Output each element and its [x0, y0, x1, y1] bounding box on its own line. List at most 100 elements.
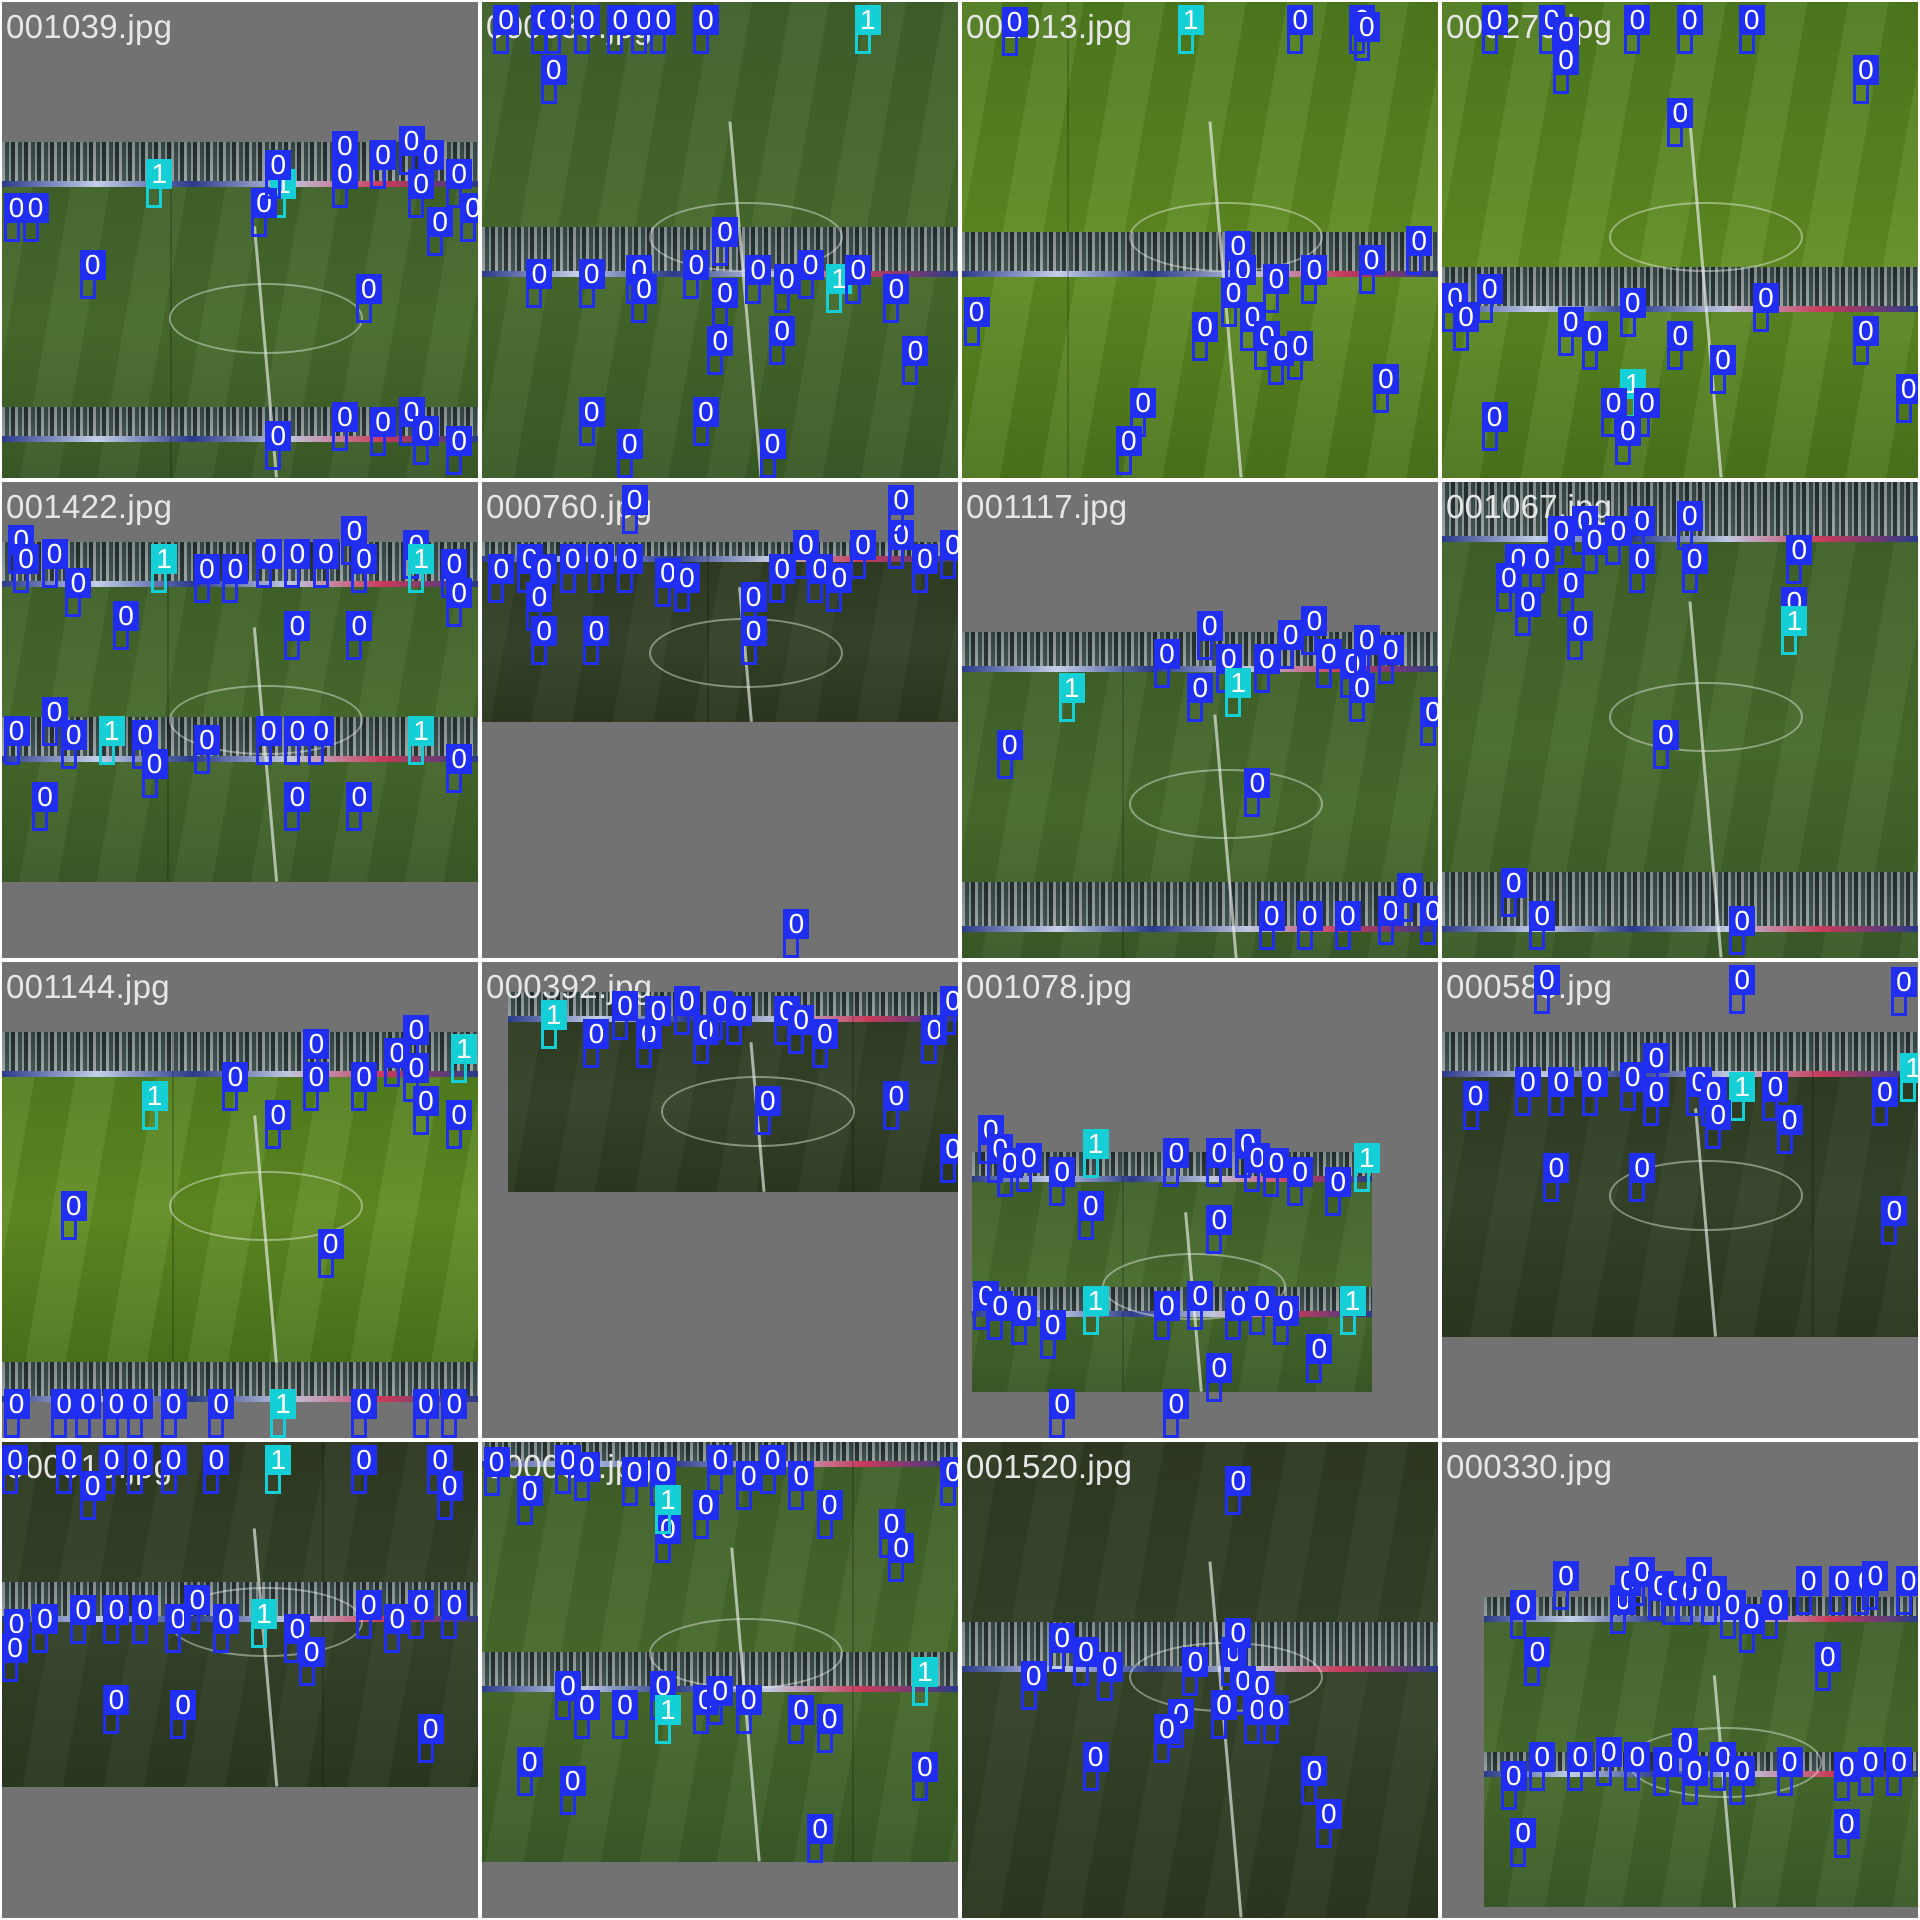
detection-box-class-0: 0	[1215, 644, 1242, 694]
detection-class-tag: 0	[1529, 544, 1556, 575]
detection-box-class-1: 1	[1781, 606, 1808, 656]
detection-class-tag: 0	[1206, 1138, 1233, 1169]
detection-box-class-0: 0	[51, 1389, 78, 1438]
detection-class-tag: 0	[55, 1445, 82, 1475]
detection-box-class-0: 0	[707, 326, 734, 375]
detection-box-class-0: 0	[1462, 1081, 1489, 1131]
detection-class-tag: 0	[2, 1632, 28, 1663]
detection-class-tag: 1	[1900, 1052, 1918, 1083]
detection-class-tag: 0	[1396, 872, 1423, 903]
detection-box-class-0: 0	[22, 192, 49, 242]
detection-box-class-0: 0	[1277, 620, 1304, 670]
detection-class-tag: 0	[446, 425, 473, 456]
detection-class-tag: 0	[650, 1670, 677, 1701]
detection-box-class-0: 0	[673, 563, 700, 613]
detection-class-tag: 0	[284, 610, 311, 641]
detection-box-class-0: 0	[1700, 1575, 1727, 1625]
pitch-centre-circle	[648, 1618, 843, 1689]
detection-box-class-0: 0	[1719, 1589, 1746, 1639]
detection-class-tag: 0	[193, 725, 220, 756]
detection-box-class-0: 0	[1529, 1742, 1556, 1792]
detection-class-tag: 0	[616, 544, 643, 575]
detection-class-tag: 0	[1643, 1076, 1670, 1107]
detection-box-class-0: 0	[1287, 1157, 1314, 1207]
detection-box-class-0: 0	[1681, 1756, 1708, 1806]
detection-class-tag: 0	[650, 1456, 677, 1487]
detection-class-tag: 0	[531, 615, 558, 646]
detection-box-class-0: 0	[645, 995, 672, 1045]
detection-class-tag: 0	[483, 1447, 510, 1478]
detection-class-tag: 1	[408, 715, 435, 746]
detection-class-tag: 0	[427, 207, 454, 237]
detection-box-class-0: 0	[1510, 1818, 1537, 1868]
detection-class-tag: 0	[1349, 672, 1376, 703]
stadium-crowd	[2, 1362, 478, 1402]
detection-box-class-0: 0	[1049, 1623, 1076, 1673]
detection-box-class-0: 0	[1220, 278, 1247, 328]
detection-class-tag: 0	[284, 782, 311, 813]
detection-class-tag: 1	[540, 1000, 567, 1031]
detection-box-class-0: 0	[70, 1594, 97, 1644]
detection-box-class-0: 0	[740, 615, 767, 665]
detection-class-tag: 0	[911, 1751, 938, 1782]
detection-class-tag: 0	[1862, 1561, 1889, 1592]
detection-box-class-0: 0	[1249, 1286, 1276, 1335]
detection-class-tag: 0	[788, 1005, 815, 1036]
detection-class-tag: 0	[1633, 387, 1660, 418]
detection-class-tag: 0	[987, 1290, 1014, 1321]
detection-box-class-0: 0	[103, 1389, 130, 1438]
detection-box-class-0: 0	[654, 558, 681, 608]
detection-box-class-0: 0	[331, 402, 358, 452]
detection-class-tag: 0	[1192, 311, 1218, 342]
detection-class-tag: 0	[331, 159, 358, 190]
detection-box-class-0: 0	[816, 1489, 843, 1539]
detection-box-class-0: 0	[578, 259, 605, 309]
detection-box-class-1: 1	[98, 715, 125, 765]
detection-class-tag: 0	[493, 5, 520, 35]
mosaic-tile: 001039.jpg 0 0 1 0 1 0 0 0 0 0 0 0 0 0 0 0 0 0 0 0 0 0 0	[2, 2, 478, 478]
detection-class-tag: 0	[1163, 1138, 1190, 1169]
detection-class-tag: 0	[888, 1532, 915, 1563]
detection-class-tag: 0	[996, 729, 1023, 760]
detection-box-class-0: 0	[1814, 1642, 1841, 1692]
detection-box-class-0: 0	[1738, 1604, 1765, 1654]
detection-box-class-0: 0	[1258, 901, 1285, 951]
detection-class-tag: 0	[1652, 720, 1679, 751]
detection-box-class-0: 0	[284, 539, 311, 589]
detection-class-tag: 1	[1177, 5, 1204, 35]
detection-box-class-0: 0	[1833, 1808, 1860, 1858]
detection-box-class-0: 0	[1015, 1143, 1042, 1193]
detection-box-class-0: 0	[1225, 1290, 1252, 1340]
detection-box-class-0: 0	[712, 278, 738, 328]
detection-box-class-0: 0	[1187, 672, 1214, 722]
detection-box-class-0: 0	[1358, 245, 1385, 295]
detection-box-class-0: 0	[526, 259, 553, 309]
detection-box-class-0: 0	[516, 1475, 543, 1525]
detection-box-class-0: 0	[888, 520, 915, 570]
detection-box-class-0: 0	[1349, 672, 1376, 722]
detection-box-class-0: 0	[346, 610, 373, 660]
detection-class-tag: 0	[1420, 896, 1438, 927]
mosaic-tile: 000760.jpg 0 0 0 0 0 0 0 0 0 0 0 0 0 0 0 0 0 0 0 0 0 0 0 0	[482, 482, 958, 958]
detection-class-tag: 0	[255, 539, 282, 570]
detection-box-class-0: 0	[284, 715, 311, 765]
detection-class-tag: 0	[1500, 867, 1527, 898]
detection-class-tag: 0	[963, 297, 990, 328]
detection-class-tag: 0	[1895, 1566, 1918, 1597]
detection-class-tag: 0	[1729, 1756, 1756, 1787]
detection-class-tag: 0	[1253, 644, 1280, 675]
detection-class-tag: 0	[1263, 1694, 1290, 1725]
detection-class-tag: 1	[654, 1485, 681, 1516]
detection-box-class-0: 0	[1676, 1575, 1703, 1625]
detection-class-tag: 0	[265, 421, 292, 452]
detection-class-tag: 0	[1852, 316, 1879, 347]
detection-class-tag: 0	[127, 1445, 154, 1475]
detection-box-class-0: 0	[1652, 1746, 1679, 1796]
detection-class-tag: 0	[526, 582, 553, 613]
detection-class-tag: 0	[160, 1445, 187, 1475]
detection-class-tag: 0	[902, 335, 929, 366]
detection-class-tag: 0	[1244, 767, 1271, 798]
detection-class-tag: 0	[1358, 245, 1385, 276]
detection-box-class-0: 0	[384, 1604, 411, 1654]
detection-box-class-0: 0	[1524, 1637, 1551, 1687]
